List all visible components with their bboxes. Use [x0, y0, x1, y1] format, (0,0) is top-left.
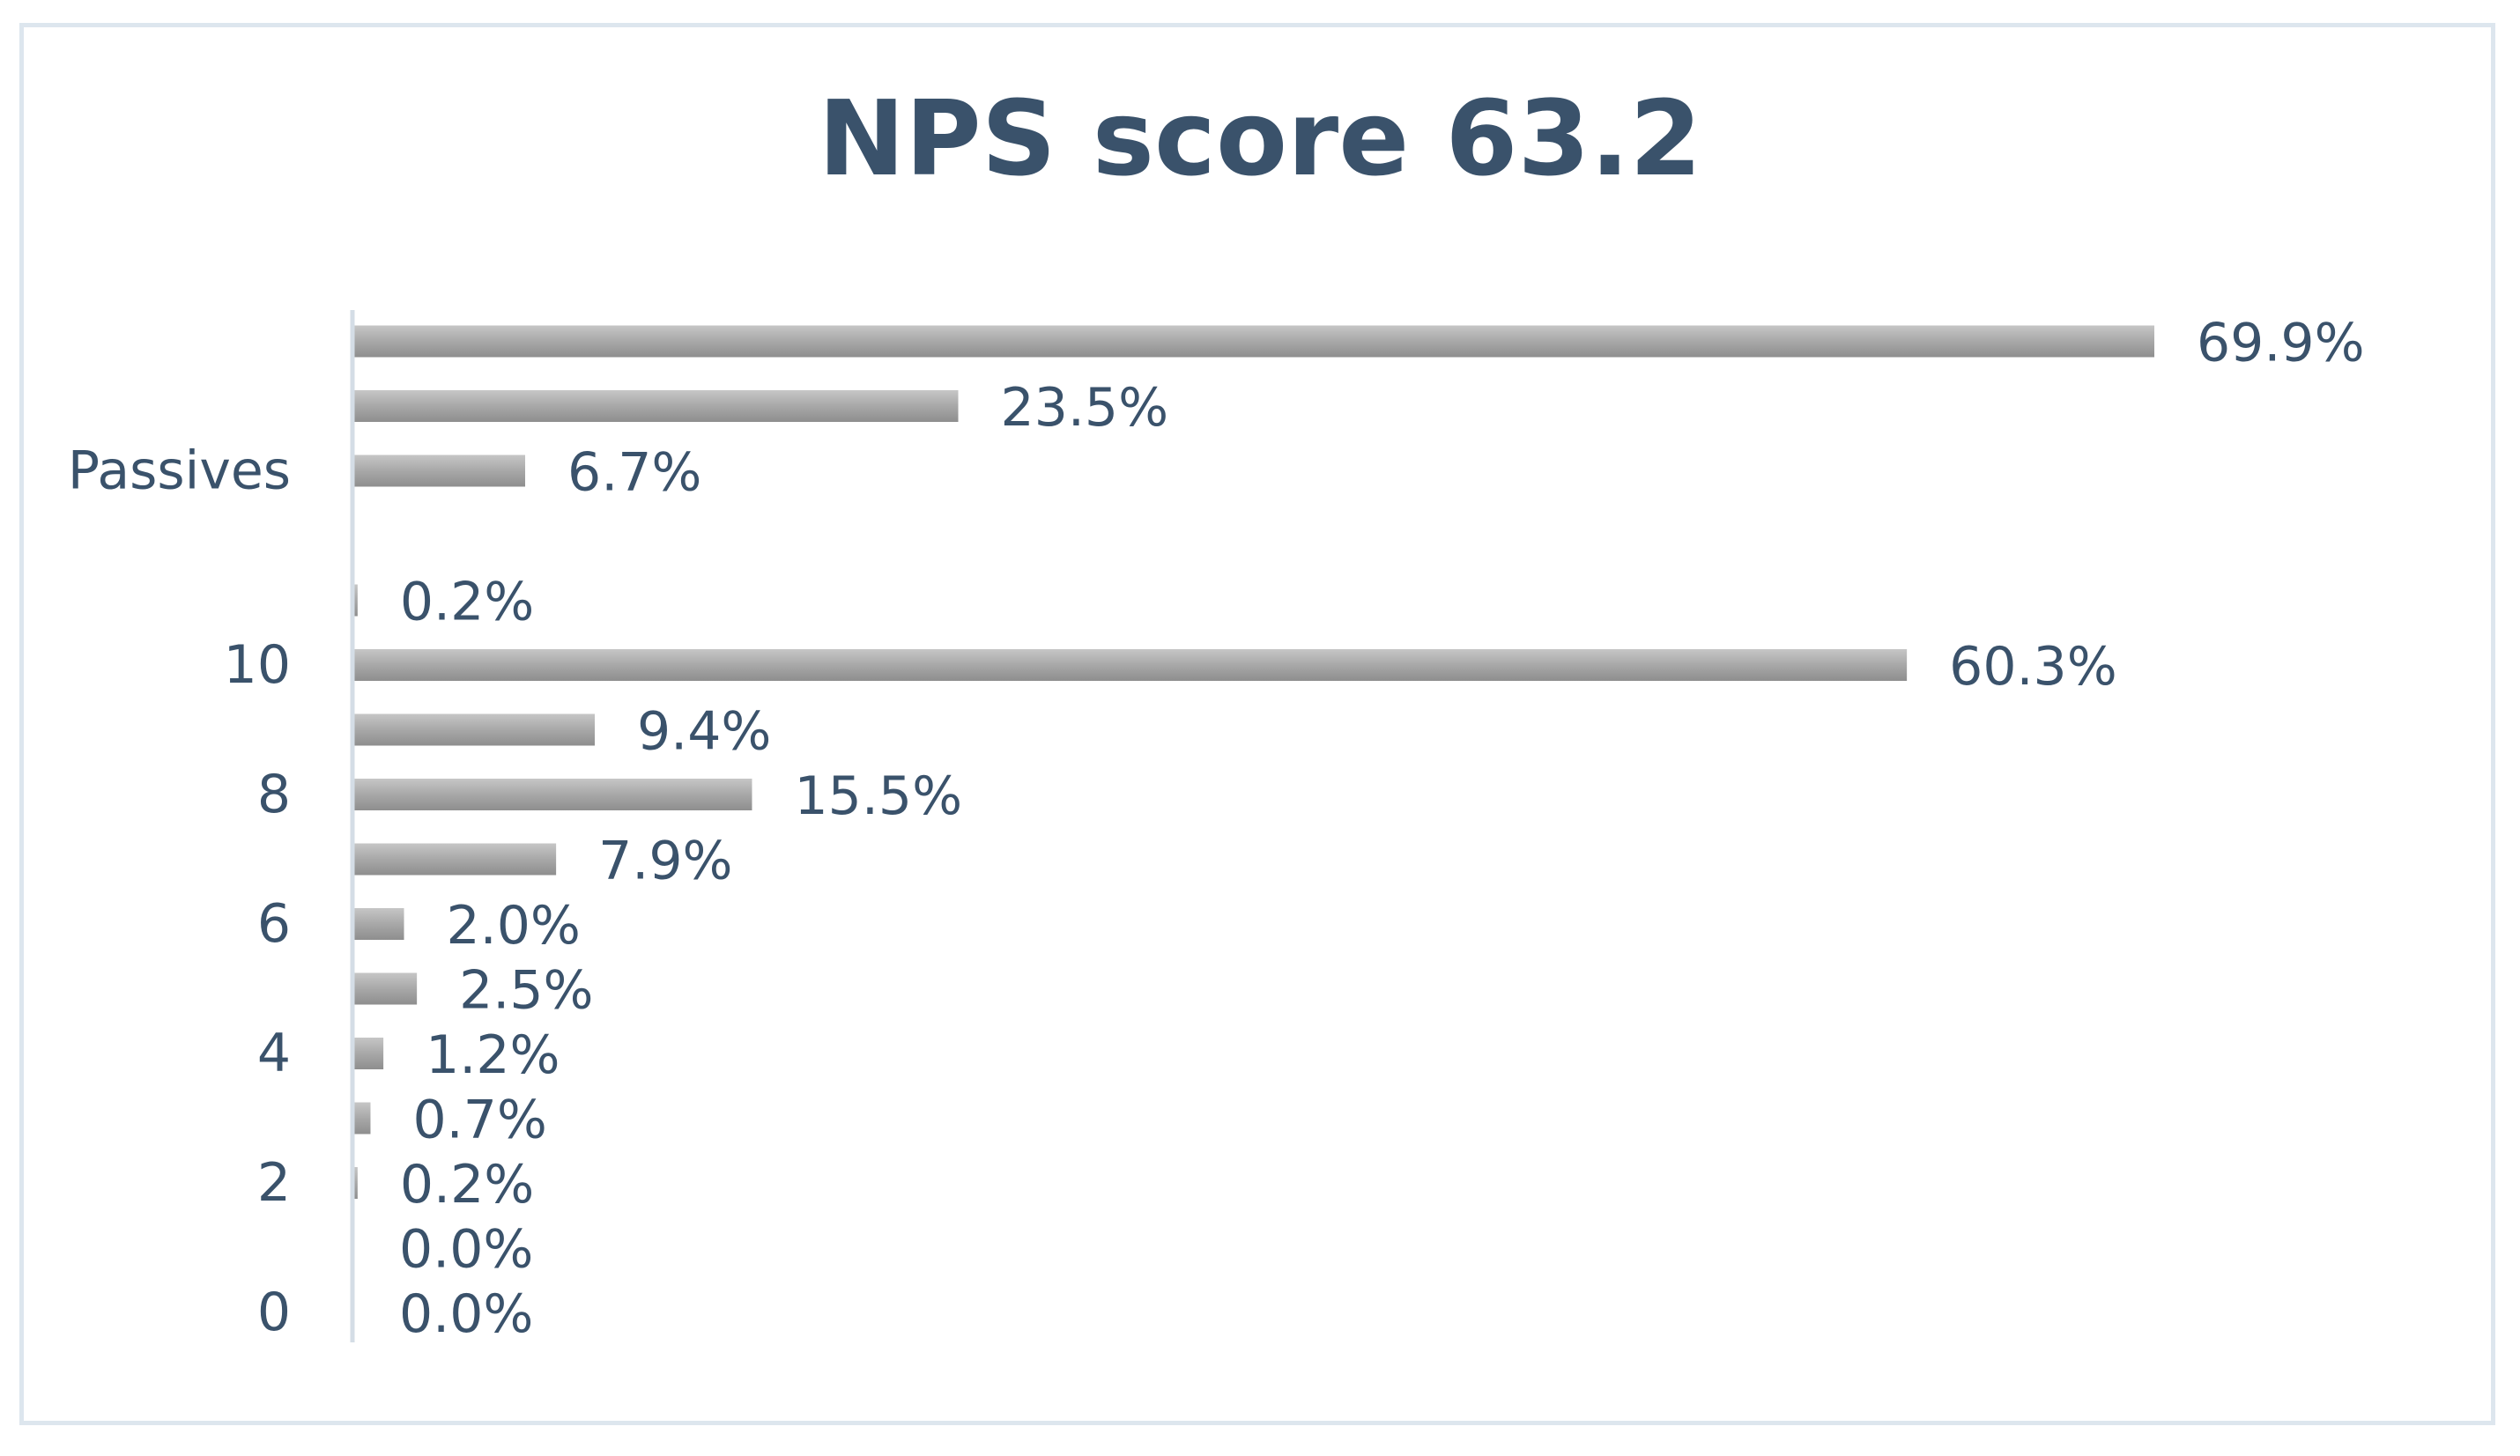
bar	[352, 1038, 384, 1069]
bar	[352, 584, 358, 617]
data-label: 7.9%	[598, 831, 732, 892]
data-label: 0.2%	[400, 1154, 534, 1216]
data-label: 6.7%	[567, 442, 701, 504]
category-tick-label: 6	[257, 893, 291, 955]
bar	[352, 779, 752, 810]
data-label: 0.2%	[400, 572, 534, 633]
bar	[352, 455, 526, 487]
category-tick-label: 2	[257, 1152, 291, 1214]
category-tick-label: 10	[224, 634, 291, 696]
bar	[352, 843, 557, 876]
bar	[352, 325, 2154, 358]
bar	[352, 908, 404, 940]
data-label: 9.4%	[637, 701, 771, 763]
bar	[352, 649, 1908, 681]
category-tick-label: 8	[257, 764, 291, 825]
data-label: 0.0%	[399, 1283, 533, 1345]
data-label: 1.2%	[426, 1024, 560, 1086]
bars-group	[352, 325, 2154, 1199]
data-label: 15.5%	[794, 765, 962, 827]
bar	[352, 1102, 371, 1134]
category-tick-label: 4	[257, 1023, 291, 1084]
chart-title: NPS score 63.2	[818, 78, 1702, 199]
data-label: 0.7%	[412, 1090, 546, 1151]
data-label: 2.0%	[447, 895, 581, 957]
data-label: 23.5%	[1001, 377, 1169, 439]
data-label: 69.9%	[2197, 313, 2365, 374]
bar	[352, 972, 418, 1005]
bar	[352, 1167, 358, 1199]
bar	[352, 390, 959, 422]
data-labels-group: 0.0%0.0%0.2%0.7%1.2%2.5%2.0%7.9%15.5%9.4…	[399, 313, 2365, 1346]
data-label: 2.5%	[459, 960, 593, 1022]
data-label: 0.0%	[399, 1219, 533, 1281]
bar	[352, 713, 596, 746]
data-label: 60.3%	[1949, 636, 2117, 698]
category-tick-label: Passives	[68, 440, 291, 502]
tick-labels-group: 0 2 4 6 8 10 Passives	[68, 440, 291, 1344]
category-tick-label: 0	[257, 1282, 291, 1343]
